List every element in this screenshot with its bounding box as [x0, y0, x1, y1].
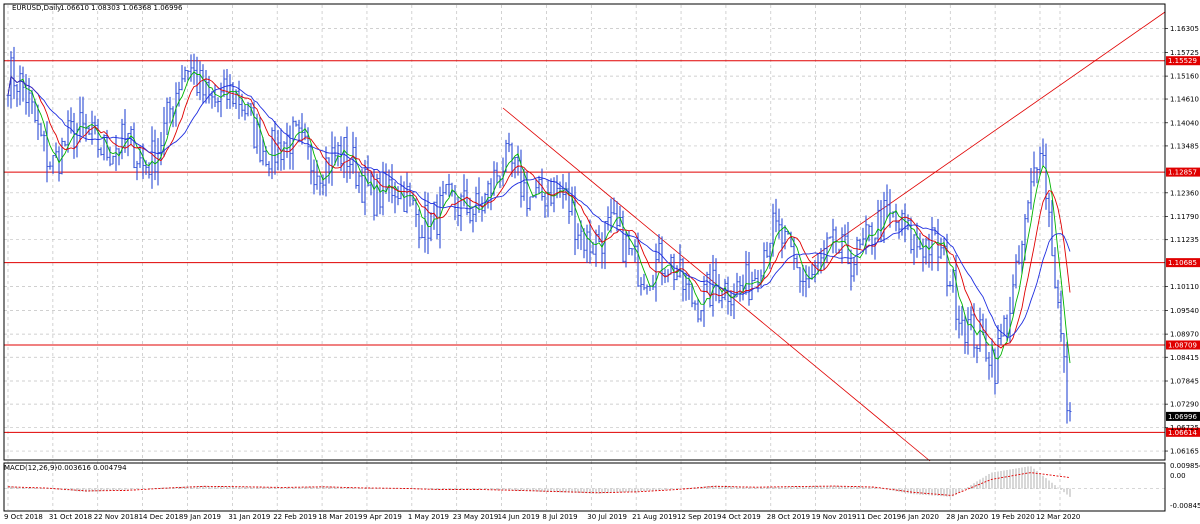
- moving-averages: [7, 71, 1071, 364]
- y-tick-label: 1.07845: [1170, 378, 1199, 386]
- ohlc-label: 1.06610 1.08303 1.06368 1.06996: [60, 4, 183, 12]
- y-tick-label: 1.13485: [1170, 142, 1199, 150]
- y-tick-label: 1.15160: [1170, 73, 1199, 81]
- price-level-tag: [1166, 427, 1200, 437]
- x-tick-label: 4 Oct 2019: [722, 513, 761, 521]
- ma-mid-line: [7, 75, 1071, 349]
- x-tick-label: 12 Sep 2019: [677, 513, 721, 521]
- macd-label: MACD(12,26,9): [4, 464, 57, 472]
- macd-values: -0.003616 0.004794: [55, 464, 127, 472]
- price-level-value: 1.12857: [1168, 169, 1197, 177]
- price-level-value: 1.06614: [1168, 429, 1197, 437]
- x-tick-label: 14 Jun 2019: [498, 513, 540, 521]
- x-tick-label: 18 Mar 2019: [318, 513, 362, 521]
- price-level-tag: [1166, 167, 1200, 177]
- macd-scale-bottom: -0.008456: [1170, 502, 1200, 510]
- ascending-trendline: [811, 11, 1166, 259]
- price-level-tag: [1166, 340, 1200, 350]
- y-tick-label: 1.06725: [1170, 424, 1199, 432]
- y-tick-label: 1.11790: [1170, 213, 1199, 221]
- y-tick-label: 1.10110: [1170, 283, 1199, 291]
- y-tick-label: 1.07290: [1170, 401, 1199, 409]
- x-tick-label: 28 Jan 2020: [946, 513, 988, 521]
- y-tick-label: 1.14040: [1170, 119, 1199, 127]
- x-tick-label: 22 Nov 2018: [94, 513, 139, 521]
- y-tick-label: 1.08970: [1170, 331, 1199, 339]
- x-tick-label: 6 Jan 2020: [901, 513, 939, 521]
- y-tick-label: 1.15725: [1170, 49, 1199, 57]
- x-tick-label: 19 Feb 2020: [991, 513, 1035, 521]
- x-tick-label: 31 Oct 2018: [49, 513, 92, 521]
- main-pane-frame: [3, 3, 1166, 461]
- y-tick-label: 1.11235: [1170, 236, 1199, 244]
- macd-scale-top: 0.009854: [1170, 462, 1200, 470]
- y-tick-label: 1.06165: [1170, 448, 1199, 456]
- ma-fast-line: [7, 71, 1071, 364]
- x-tick-label: 23 May 2019: [453, 513, 499, 521]
- price-level-tag: [1166, 258, 1200, 268]
- x-tick-label: 30 Jul 2019: [587, 513, 627, 521]
- x-tick-label: 14 Dec 2018: [139, 513, 184, 521]
- macd-pane: [4, 466, 1165, 497]
- x-tick-label: 9 Apr 2019: [363, 513, 402, 521]
- x-tick-label: 22 Feb 2019: [273, 513, 317, 521]
- x-tick-label: 9 Oct 2018: [4, 513, 43, 521]
- x-tick-label: 28 Oct 2019: [767, 513, 810, 521]
- x-tick-label: 19 Nov 2019: [812, 513, 857, 521]
- price-level-tag: [1166, 56, 1200, 66]
- price-bars: [6, 46, 1072, 424]
- x-tick-label: 12 Mar 2020: [1036, 513, 1080, 521]
- macd-signal-line: [7, 472, 1071, 496]
- symbol-label: EURUSD,Daily: [12, 4, 61, 12]
- price-level-value: 1.15529: [1168, 57, 1197, 65]
- last-price-tag: [1166, 411, 1200, 421]
- x-tick-label: 8 Jul 2019: [542, 513, 577, 521]
- ma-slow-line: [7, 75, 1071, 338]
- grid: [4, 5, 1165, 510]
- macd-scale-zero: 0.00: [1170, 472, 1186, 480]
- y-tick-label: 1.12360: [1170, 189, 1199, 197]
- axes: 9 Oct 2018 31 Oct 2018 22 Nov 2018 14 Dec 2…: [3, 3, 1199, 521]
- macd-pane-frame: [3, 462, 1166, 512]
- x-tick-label: 9 Jan 2019: [183, 513, 221, 521]
- x-tick-label: 31 Jan 2019: [228, 513, 270, 521]
- x-tick-label: 11 Dec 2019: [857, 513, 902, 521]
- y-tick-label: 1.08415: [1170, 354, 1199, 362]
- y-tick-label: 1.16305: [1170, 25, 1199, 33]
- x-tick-label: 21 Aug 2019: [632, 513, 677, 521]
- price-level-value: 1.08709: [1168, 341, 1197, 349]
- price-level-value: 1.10685: [1168, 259, 1197, 267]
- last-price-value: 1.06996: [1168, 413, 1197, 421]
- y-tick-label: 1.09540: [1170, 307, 1199, 315]
- y-tick-label: 1.14610: [1170, 96, 1199, 104]
- x-tick-label: 1 May 2019: [408, 513, 449, 521]
